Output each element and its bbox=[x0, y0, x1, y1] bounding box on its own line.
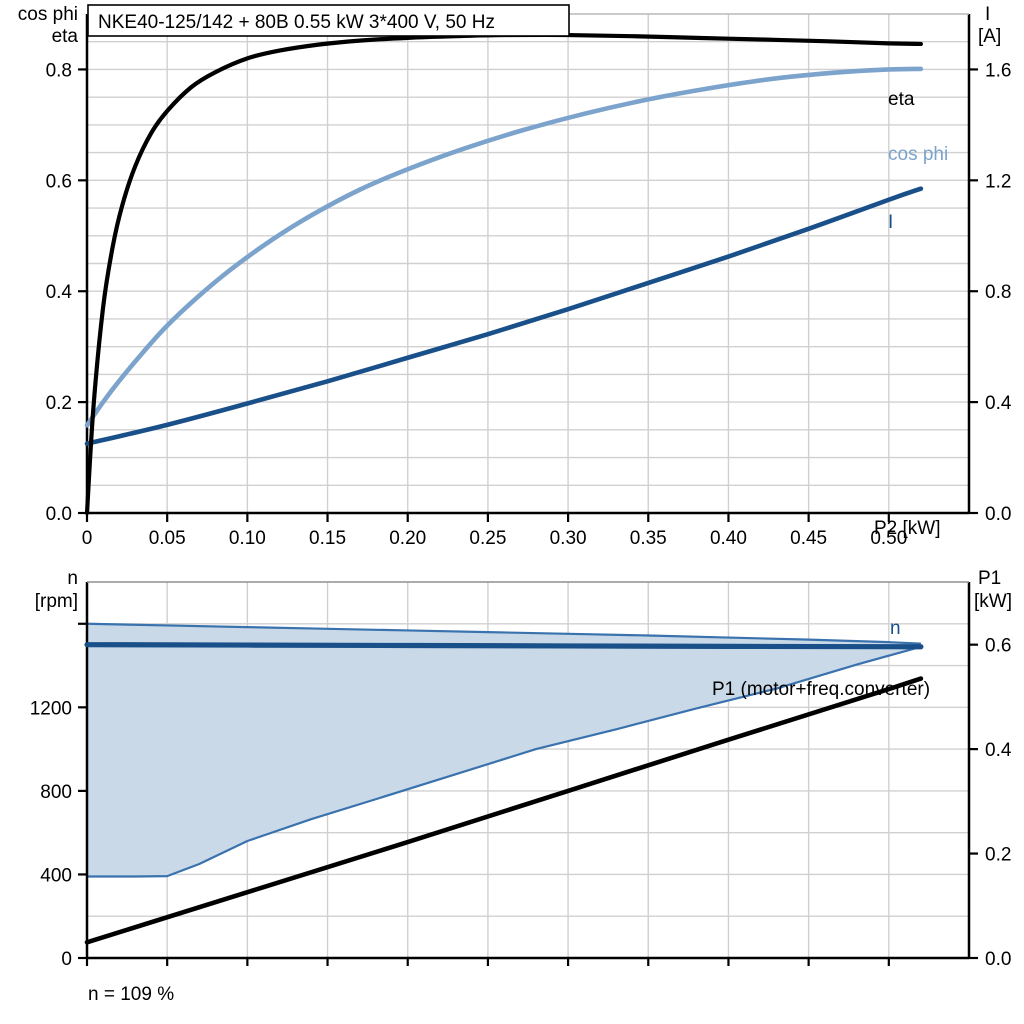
tick-label: 0.0 bbox=[46, 504, 72, 525]
tick-label: 0.05 bbox=[149, 528, 186, 549]
tick-label: 1.6 bbox=[985, 60, 1011, 81]
cos-phi-curve-label: cos phi bbox=[888, 144, 948, 165]
tick-label: 0.4 bbox=[985, 393, 1012, 414]
tick-label: 0 bbox=[61, 949, 72, 970]
bottom-left-axis-label-line2: [rpm] bbox=[35, 591, 78, 612]
tick-label: 0.15 bbox=[309, 528, 346, 549]
cos-phi-curve bbox=[87, 69, 921, 426]
tick-label: 0.4 bbox=[46, 282, 73, 303]
tick-label: 0.30 bbox=[550, 528, 587, 549]
p1-curve-label: P1 (motor+freq.converter) bbox=[712, 679, 930, 700]
speed-percent-note: n = 109 % bbox=[88, 984, 174, 1005]
tick-label: 0.40 bbox=[710, 528, 747, 549]
tick-label: 0.45 bbox=[790, 528, 827, 549]
bottom-right-axis-label-line1: P1 bbox=[978, 568, 1001, 589]
tick-label: 0.0 bbox=[985, 949, 1011, 970]
tick-label: 0.25 bbox=[469, 528, 506, 549]
current-curve bbox=[87, 189, 921, 444]
tick-label: 0.8 bbox=[46, 60, 72, 81]
tick-label: 0.10 bbox=[229, 528, 266, 549]
bottom-chart: 040080012000.00.20.40.6 n [rpm] P1 [kW] … bbox=[30, 568, 1012, 1005]
top-chart: 00.050.100.150.200.250.300.350.400.450.5… bbox=[18, 4, 1012, 549]
tick-label: 0.8 bbox=[985, 282, 1011, 303]
tick-label: 0.2 bbox=[46, 393, 72, 414]
chart-canvas: 00.050.100.150.200.250.300.350.400.450.5… bbox=[0, 0, 1024, 1024]
tick-label: 0 bbox=[82, 528, 93, 549]
tick-label: 1200 bbox=[30, 698, 72, 719]
chart-title: NKE40-125/142 + 80B 0.55 kW 3*400 V, 50 … bbox=[98, 12, 495, 33]
tick-label: 400 bbox=[40, 865, 72, 886]
speed-range-band bbox=[87, 624, 921, 877]
top-x-axis-label: P2 [kW] bbox=[874, 518, 941, 539]
top-chart-gridlines bbox=[87, 14, 969, 513]
eta-curve-label: eta bbox=[888, 89, 915, 110]
eta-curve bbox=[87, 35, 921, 513]
bottom-right-axis-label-line2: [kW] bbox=[974, 591, 1012, 612]
tick-label: 0.2 bbox=[985, 845, 1011, 866]
bottom-left-axis-label-line1: n bbox=[67, 568, 78, 589]
tick-label: 0.35 bbox=[630, 528, 667, 549]
tick-label: 0.20 bbox=[389, 528, 426, 549]
tick-label: 800 bbox=[40, 782, 72, 803]
tick-label: 1.2 bbox=[985, 171, 1011, 192]
speed-curve-label: n bbox=[890, 618, 901, 639]
top-left-axis-label-line1: cos phi bbox=[18, 4, 78, 25]
tick-label: 0.6 bbox=[46, 171, 72, 192]
tick-label: 0.0 bbox=[985, 504, 1011, 525]
chart-page: 00.050.100.150.200.250.300.350.400.450.5… bbox=[0, 0, 1024, 1024]
chart-svg: 00.050.100.150.200.250.300.350.400.450.5… bbox=[0, 0, 1024, 1024]
tick-label: 0.4 bbox=[985, 740, 1012, 761]
tick-label: 0.6 bbox=[985, 636, 1011, 657]
current-curve-label: I bbox=[888, 212, 893, 233]
top-right-axis-label-line2: [A] bbox=[978, 26, 1001, 47]
top-left-axis-label-line2: eta bbox=[52, 26, 79, 47]
top-chart-ticks bbox=[78, 69, 978, 522]
top-right-axis-label-line1: I bbox=[985, 4, 990, 25]
speed-curve bbox=[87, 645, 921, 647]
